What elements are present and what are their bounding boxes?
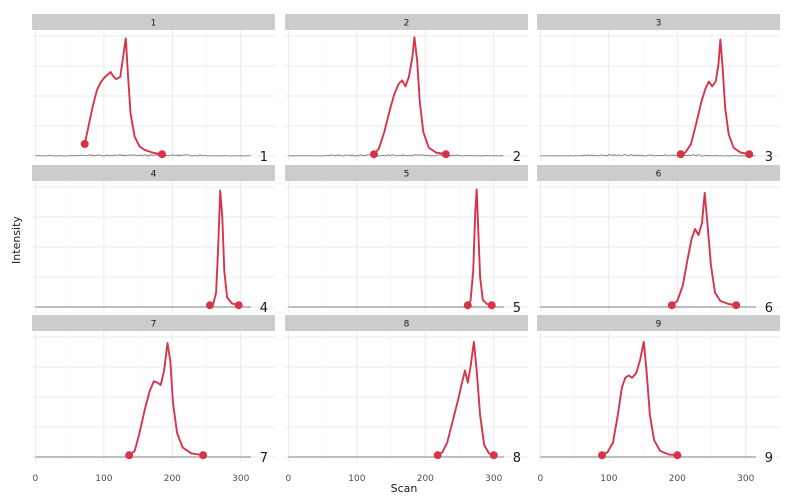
facet-panel-6: 66 (537, 165, 780, 316)
peak-end-point (732, 301, 741, 310)
peak-end-point (441, 150, 450, 159)
x-tick-label: 200 (164, 474, 181, 484)
x-tick-label: 300 (485, 474, 502, 484)
x-tick-label: 0 (33, 474, 39, 484)
facet-panel-4: 44 (32, 165, 275, 316)
facet-strip-label: 6 (656, 170, 662, 180)
peak-trace (467, 188, 492, 307)
facet-strip-label: 2 (404, 19, 410, 29)
x-tick-label: 0 (538, 474, 544, 484)
peak-trace (209, 189, 239, 307)
x-tick-label: 100 (348, 474, 365, 484)
facet-strip (285, 165, 528, 181)
facet-strip-label: 5 (404, 170, 410, 180)
x-axis-ticks: 0 100 200 300 0 100 200 300 0 100 200 300 (33, 474, 755, 484)
facet-strip-label: 4 (151, 170, 157, 180)
panel-number-label: 3 (765, 150, 773, 165)
facet-panel-8: 88 (285, 315, 528, 466)
peak-end-point (489, 451, 498, 460)
peak-start-point (598, 451, 607, 460)
baseline-trace (288, 154, 504, 157)
peak-start-point (667, 301, 676, 310)
facet-strip-label: 9 (656, 320, 662, 330)
facet-panel-1: 11 (32, 14, 275, 165)
facet-panel-3: 33 (537, 14, 780, 165)
peak-trace (680, 38, 750, 156)
peak-start-point (433, 451, 442, 460)
x-tick-label: 300 (232, 474, 249, 484)
facet-strip-label: 7 (151, 320, 157, 330)
x-tick-label: 100 (95, 474, 112, 484)
facet-strip-label: 1 (151, 19, 157, 29)
peak-end-point (234, 301, 243, 310)
peak-start-point (205, 301, 214, 310)
facet-panel-5: 55 (285, 165, 528, 316)
facet-strip-label: 8 (404, 320, 410, 330)
baseline-trace (540, 153, 756, 157)
peak-start-point (463, 301, 472, 310)
panel-number-label: 6 (765, 301, 773, 316)
peak-trace (373, 36, 447, 156)
peak-trace (601, 340, 678, 457)
peak-start-point (80, 140, 89, 148)
facet-strip (537, 14, 780, 30)
peak-end-point (199, 451, 208, 460)
x-tick-label: 300 (737, 474, 754, 484)
panel-number-label: 5 (513, 301, 521, 316)
peak-start-point (125, 451, 134, 460)
peak-trace (83, 37, 163, 156)
peak-trace (437, 340, 495, 457)
peak-end-point (487, 301, 496, 310)
x-tick-label: 0 (286, 474, 292, 484)
panel-number-label: 4 (260, 301, 268, 316)
x-tick-label: 100 (600, 474, 617, 484)
x-axis-title: Scan (391, 482, 418, 495)
peak-trace (671, 192, 737, 307)
panel-number-label: 7 (260, 451, 268, 466)
panel-number-label: 1 (260, 150, 268, 165)
peak-start-point (676, 150, 685, 159)
baseline-trace (35, 154, 251, 157)
x-tick-label: 200 (417, 474, 434, 484)
facet-panel-7: 77 (32, 315, 275, 466)
y-axis-title: Intensity (10, 216, 23, 264)
facet-panel-2: 22 (285, 14, 528, 165)
peak-start-point (369, 150, 378, 159)
facet-strip (32, 315, 275, 331)
peak-trace (128, 342, 204, 457)
x-tick-label: 200 (669, 474, 686, 484)
facet-strip (537, 165, 780, 181)
facet-strip (32, 14, 275, 30)
peak-end-point (673, 451, 682, 460)
facet-strip (285, 14, 528, 30)
facet-panel-9: 99 (537, 315, 780, 466)
facet-strip (285, 315, 528, 331)
panel-number-label: 2 (513, 150, 521, 165)
peak-end-point (158, 150, 167, 159)
facet-strip-label: 3 (656, 19, 662, 29)
panel-number-label: 8 (513, 451, 521, 466)
facet-strip (537, 315, 780, 331)
panel-number-label: 9 (765, 451, 773, 466)
peak-end-point (745, 150, 754, 159)
facet-strip (32, 165, 275, 181)
